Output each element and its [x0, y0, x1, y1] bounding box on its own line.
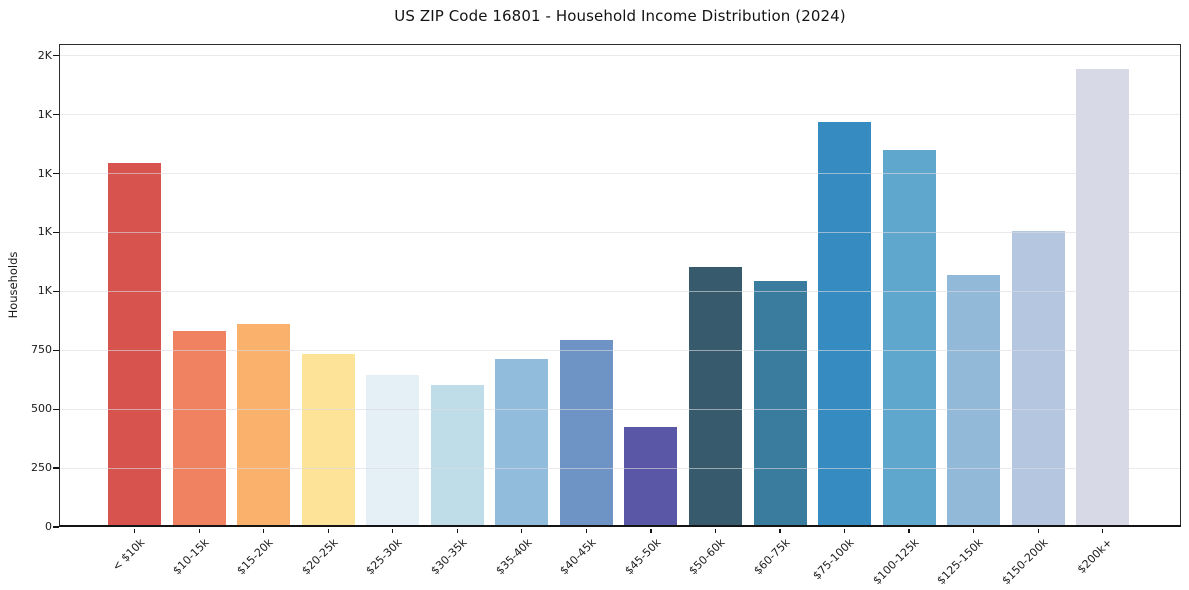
y-tick-label: 2K: [37, 48, 52, 62]
gridline: [59, 173, 1181, 175]
x-tick-label: $100-125k: [870, 536, 922, 588]
x-axis: < $10k $10-15k $15-20k $20-25k $25-30k $30-35…: [59, 527, 1181, 590]
y-tick-mark: [53, 467, 59, 469]
y-tick-mark: [53, 55, 59, 57]
bar-$30-35k: [430, 384, 484, 527]
y-tick-label: 1K: [37, 225, 52, 239]
y-tick-label: 250: [31, 461, 52, 475]
x-tick-mark: [1102, 528, 1104, 533]
gridline: [59, 55, 1181, 57]
bar-$125-150k: [947, 274, 1001, 527]
bar-$150-200k: [1011, 231, 1065, 527]
chart-title: US ZIP Code 16801 - Household Income Dis…: [394, 7, 846, 25]
gridline: [59, 114, 1181, 116]
x-tick-label: $40-45k: [557, 536, 599, 578]
x-tick-mark: [198, 528, 200, 533]
y-tick-mark: [53, 526, 59, 528]
x-tick-label: $200k+: [1074, 536, 1115, 577]
x-tick-mark: [908, 528, 910, 533]
y-tick-mark: [53, 408, 59, 410]
x-tick-label: < $10k: [109, 536, 147, 574]
x-tick-mark: [134, 528, 136, 533]
x-tick-mark: [585, 528, 587, 533]
bar-$50-60k: [688, 266, 742, 527]
bar-$60-75k: [753, 280, 807, 527]
bar-$75-100k: [818, 121, 872, 527]
x-tick-mark: [392, 528, 394, 533]
x-tick-label: $30-35k: [428, 536, 470, 578]
x-tick-label: $35-40k: [492, 536, 535, 578]
y-tick-mark: [53, 114, 59, 116]
bar-$100-125k: [882, 150, 936, 527]
x-tick-label: $75-100k: [810, 536, 857, 583]
x-tick-mark: [843, 528, 846, 533]
y-tick-mark: [53, 172, 59, 175]
x-tick-mark: [650, 528, 652, 533]
x-tick-label: $15-20k: [234, 536, 276, 578]
x-tick-mark: [456, 528, 458, 533]
x-tick-label: $25-30k: [363, 536, 406, 578]
bar-$15-20k: [237, 324, 291, 527]
gridline: [59, 231, 1181, 234]
bar-$25-30k: [366, 375, 420, 527]
x-tick-mark: [1037, 528, 1039, 533]
y-tick-label: 0: [45, 520, 52, 533]
y-tick-label: 750: [31, 343, 52, 357]
top-spine: [59, 44, 1181, 46]
y-tick-mark: [53, 349, 59, 351]
gridline: [59, 290, 1181, 292]
bar-$45-50k: [624, 426, 678, 527]
gridline: [59, 408, 1181, 410]
x-tick-mark: [521, 528, 523, 533]
y-tick-label: 500: [31, 402, 52, 416]
x-tick-mark: [263, 528, 265, 533]
x-tick-label: $45-50k: [621, 536, 664, 578]
x-tick-label: $60-75k: [750, 536, 793, 578]
gridline: [59, 467, 1181, 469]
bar-$35-40k: [495, 358, 549, 527]
x-tick-label: $150-200k: [999, 536, 1051, 588]
right-spine: [1179, 44, 1181, 527]
left-spine: [59, 44, 61, 527]
bar-$20-25k: [301, 353, 355, 527]
bar-$200k+: [1076, 68, 1130, 527]
x-axis-line: [59, 525, 1181, 527]
bar-< $10k: [108, 163, 162, 527]
bar-$10-15k: [172, 331, 226, 527]
x-tick-mark: [972, 528, 975, 533]
gridline: [59, 349, 1181, 351]
x-tick-label: $10-15k: [170, 536, 212, 578]
x-tick-mark: [714, 528, 717, 533]
y-tick-label: 1K: [37, 107, 52, 121]
x-tick-mark: [779, 528, 781, 533]
x-tick-label: $125-150k: [934, 536, 986, 588]
x-tick-label: $20-25k: [299, 536, 341, 578]
x-tick-label: $50-60k: [686, 536, 728, 578]
y-tick-label: 1K: [37, 284, 52, 298]
x-tick-mark: [327, 528, 329, 533]
y-tick-mark: [53, 231, 59, 234]
plot-area: [59, 44, 1181, 527]
bar-$40-45k: [559, 339, 613, 527]
y-tick-label: 1K: [37, 166, 52, 180]
y-tick-mark: [53, 290, 59, 292]
